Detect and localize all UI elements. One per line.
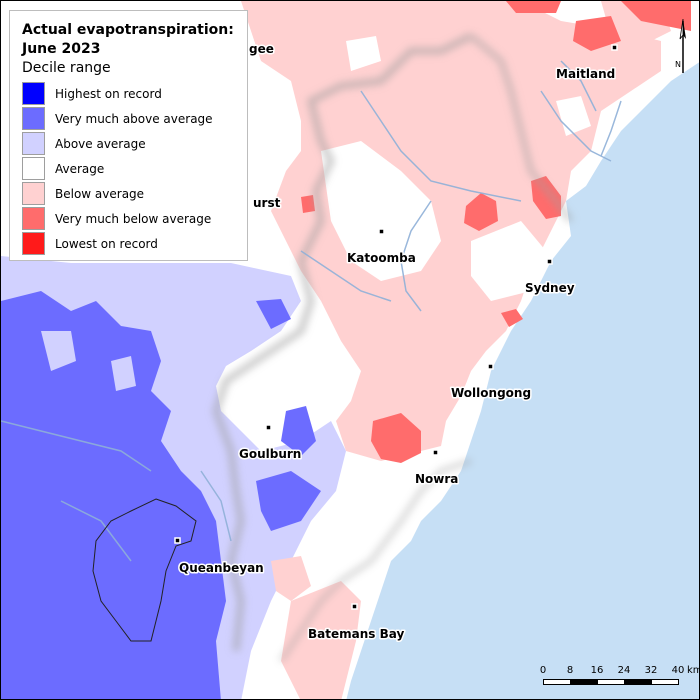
region-average	[346, 36, 381, 71]
legend-item: Lowest on record	[22, 231, 247, 256]
region-very-much-below-average	[531, 176, 561, 219]
scale-tick: 40	[671, 665, 685, 676]
region-very-much-below-average	[301, 195, 315, 213]
legend-item: Below average	[22, 181, 247, 206]
scale-segment	[624, 679, 652, 685]
town-marker-wollongong	[487, 363, 494, 370]
rivers	[1, 60, 622, 562]
legend-items: Highest on record Very much above averag…	[22, 81, 247, 256]
catchment-boundary-shadow	[278, 458, 472, 663]
region-very-much-above-average	[281, 406, 316, 456]
town-marker-batemans-bay	[351, 603, 358, 610]
region-above-average	[41, 331, 76, 371]
legend-item: Average	[22, 156, 247, 181]
region-very-much-below-average	[506, 1, 561, 13]
town-label-partial-left: urst	[253, 196, 281, 210]
legend-swatch	[22, 82, 45, 105]
ocean	[346, 62, 699, 699]
town-label-batemans-bay: Batemans Bay	[308, 627, 404, 641]
scale-tick: 8	[566, 665, 574, 676]
region-very-much-below-average	[464, 193, 498, 231]
legend-item: Above average	[22, 131, 247, 156]
region-very-much-below-average	[573, 16, 621, 51]
legend-item-label: Average	[55, 161, 105, 176]
town-marker-sydney	[546, 258, 553, 265]
scale-unit: km	[687, 665, 699, 676]
scale-tick: 24	[617, 665, 631, 676]
region-very-much-above-average	[256, 471, 321, 531]
region-above-average	[111, 356, 136, 391]
town-label-wollongong: Wollongong	[451, 386, 531, 400]
scale-segment	[570, 679, 598, 685]
north-label: N	[675, 60, 681, 69]
scale-segment	[651, 679, 679, 685]
region-below-average	[271, 556, 311, 601]
town-label-nowra: Nowra	[415, 472, 458, 486]
region-very-much-below-average	[621, 1, 691, 31]
legend-swatch	[22, 107, 45, 130]
town-marker-goulburn	[265, 424, 272, 431]
region-average	[321, 141, 441, 281]
legend-title: Actual evapotranspiration: June 2023	[22, 22, 234, 57]
catchment-boundary-shadow	[469, 33, 574, 223]
legend-item-label: Very much above average	[55, 111, 213, 126]
town-label-queanbeyan: Queanbeyan	[179, 561, 264, 575]
legend-item-label: Very much below average	[55, 211, 212, 226]
scale-segment	[597, 679, 625, 685]
legend-swatch	[22, 232, 45, 255]
region-average	[556, 96, 591, 136]
catchment-boundary-shadow	[212, 32, 473, 652]
region-below-average	[281, 581, 361, 699]
legend-item-label: Highest on record	[55, 86, 162, 101]
legend-subtitle: Decile range	[22, 60, 111, 76]
legend-swatch	[22, 182, 45, 205]
scale-tick: 16	[590, 665, 604, 676]
region-below-average	[241, 1, 661, 461]
town-label-goulburn: Goulburn	[239, 447, 301, 461]
town-label-maitland: Maitland	[556, 67, 615, 81]
town-marker-maitland	[611, 44, 618, 51]
map-legend: Actual evapotranspiration: June 2023 Dec…	[9, 10, 248, 261]
legend-swatch	[22, 132, 45, 155]
legend-item: Highest on record	[22, 81, 247, 106]
legend-item-label: Lowest on record	[55, 236, 158, 251]
town-label-katoomba: Katoomba	[347, 251, 416, 265]
town-marker-katoomba	[378, 228, 385, 235]
region-very-much-below-average	[501, 309, 523, 327]
region-very-much-below-average	[371, 413, 421, 463]
region-average	[471, 221, 546, 301]
legend-item: Very much below average	[22, 206, 247, 231]
scale-tick: 32	[644, 665, 658, 676]
town-marker-queanbeyan	[174, 537, 181, 544]
town-label-sydney: Sydney	[525, 281, 575, 295]
region-very-much-above-average	[256, 299, 291, 329]
north-arrow-icon: N	[675, 18, 686, 73]
legend-item-label: Below average	[55, 186, 145, 201]
scale-bar: 0 8 16 24 32 40 km	[539, 665, 699, 689]
town-label-partial-top: gee	[249, 42, 274, 56]
territory-outline	[92, 498, 197, 642]
town-marker-nowra	[432, 449, 439, 456]
scale-segment	[543, 679, 571, 685]
legend-swatch	[22, 207, 45, 230]
legend-item: Very much above average	[22, 106, 247, 131]
town-markers: Maitland Katoomba Sydney Wollongong Goul…	[174, 41, 618, 643]
scale-tick: 0	[539, 665, 547, 676]
region-very-much-above-average	[1, 291, 226, 699]
legend-item-label: Above average	[55, 136, 146, 151]
legend-swatch	[22, 157, 45, 180]
